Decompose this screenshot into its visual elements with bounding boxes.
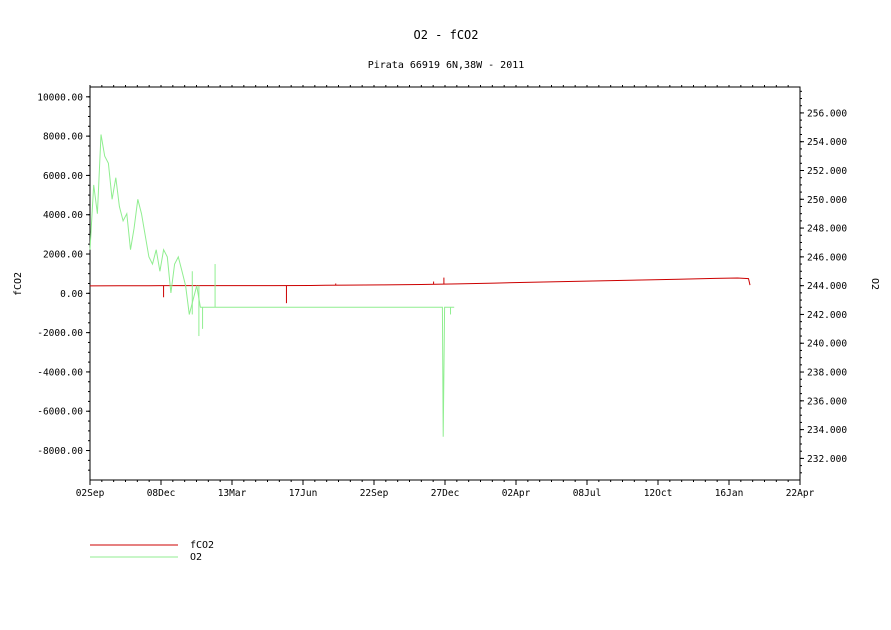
- left-tick-label: 0.00: [60, 289, 83, 300]
- chart-subtitle: Pirata 66919 6N,38W - 2011: [368, 60, 525, 71]
- series-line-fco2: [89, 277, 751, 287]
- right-tick-label: 242.000: [807, 310, 847, 321]
- x-tick-label: 02Sep: [76, 488, 105, 499]
- left-tick-label: -8000.00: [37, 446, 83, 457]
- left-tick-label: -2000.00: [37, 328, 83, 339]
- series-line-o2: [89, 134, 455, 437]
- right-tick-label: 232.000: [807, 454, 847, 465]
- x-tick-label: 12Oct: [644, 488, 673, 499]
- right-tick-label: 240.000: [807, 339, 847, 350]
- left-tick-label: 8000.00: [43, 132, 83, 143]
- y-axis-label-left: fCO2: [13, 272, 24, 296]
- x-tick-label: 22Apr: [786, 488, 815, 499]
- left-axis: 10000.00 8000.00 6000.00 4000.00 2000.00 0.00…: [37, 92, 90, 471]
- plot-frame: [89, 86, 801, 481]
- right-axis: 256.000 254.000 252.000 250.000 248.000 246.0…: [800, 90, 847, 474]
- series-layer: [89, 134, 751, 437]
- x-axis: 02Sep 08Dec 13Mar 17Jun 22Sep 27Dec 02Apr 08Jul…: [76, 85, 815, 499]
- legend-label-fco2: fCO2: [190, 540, 214, 551]
- x-tick-label: 13Mar: [218, 488, 247, 499]
- legend: fCO2 O2: [90, 540, 214, 563]
- left-tick-label: -6000.00: [37, 407, 83, 418]
- right-tick-label: 246.000: [807, 252, 847, 263]
- left-tick-label: 6000.00: [43, 171, 83, 182]
- right-tick-label: 256.000: [807, 108, 847, 119]
- right-tick-label: 234.000: [807, 425, 847, 436]
- left-tick-label: 10000.00: [37, 92, 83, 103]
- right-tick-label: 252.000: [807, 166, 847, 177]
- x-tick-label: 17Jun: [289, 488, 318, 499]
- right-tick-label: 250.000: [807, 195, 847, 206]
- left-tick-label: 4000.00: [43, 210, 83, 221]
- x-tick-label: 08Dec: [147, 488, 176, 499]
- right-tick-label: 236.000: [807, 396, 847, 407]
- x-tick-label: 27Dec: [431, 488, 460, 499]
- right-tick-label: 254.000: [807, 137, 847, 148]
- right-tick-label: 244.000: [807, 281, 847, 292]
- y-axis-label-right: O2: [869, 278, 880, 290]
- chart-title: O2 - fCO2: [413, 28, 478, 42]
- right-tick-label: 248.000: [807, 224, 847, 235]
- x-tick-label: 02Apr: [502, 488, 531, 499]
- x-tick-label: 16Jan: [715, 488, 744, 499]
- left-tick-label: -4000.00: [37, 367, 83, 378]
- x-tick-label: 08Jul: [573, 488, 602, 499]
- x-tick-label: 22Sep: [360, 488, 389, 499]
- right-tick-label: 238.000: [807, 368, 847, 379]
- left-tick-label: 2000.00: [43, 250, 83, 261]
- legend-label-o2: O2: [190, 552, 202, 563]
